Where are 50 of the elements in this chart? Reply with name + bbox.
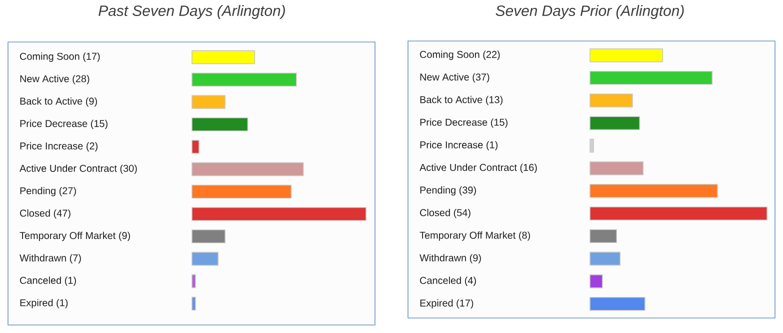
chart-title: Past Seven Days (Arlington) (98, 5, 285, 19)
y-tick-label: Back to Active (9) (20, 97, 97, 107)
bar (590, 184, 718, 198)
bar (192, 50, 256, 64)
bar (590, 274, 603, 288)
bar (590, 94, 633, 108)
bar (192, 252, 218, 266)
y-tick-label: Active Under Contract (30) (20, 164, 137, 174)
bar (192, 118, 248, 132)
y-tick-label: Price Increase (1) (420, 141, 498, 150)
bar (590, 48, 663, 62)
y-tick-label: Closed (47) (20, 209, 70, 219)
y-tick-label: Pending (27) (20, 186, 76, 196)
bar (192, 230, 226, 244)
y-tick-label: Back to Active (13) (420, 96, 503, 106)
bar (192, 274, 196, 288)
bar (590, 252, 620, 266)
y-tick-label: Coming Soon (17) (20, 52, 100, 62)
bar (590, 138, 594, 153)
bar (192, 72, 297, 87)
y-tick-label: Temporary Off Market (8) (420, 231, 530, 241)
y-tick-label: Expired (1) (20, 298, 68, 308)
bar (192, 95, 226, 109)
bar (192, 140, 200, 154)
y-tick-label: Temporary Off Market (9) (20, 232, 130, 242)
y-tick-label: Price Decrease (15) (20, 120, 108, 130)
bar (192, 162, 304, 176)
y-tick-label: Closed (54) (420, 208, 470, 218)
y-tick-label: Withdrawn (9) (420, 254, 481, 264)
bar (590, 71, 713, 85)
y-tick-label: Canceled (1) (20, 276, 76, 286)
bar (590, 229, 617, 244)
chart-title: Seven Days Prior (Arlington) (496, 5, 684, 19)
y-tick-label: Active Under Contract (16) (420, 164, 537, 173)
bar (192, 184, 292, 199)
bar (590, 116, 640, 130)
bar (192, 207, 366, 221)
y-tick-label: New Active (37) (420, 73, 490, 83)
y-tick-label: Pending (39) (420, 186, 476, 196)
bar (590, 206, 768, 220)
y-tick-label: Canceled (4) (420, 276, 476, 286)
y-tick-label: Expired (17) (420, 299, 474, 309)
y-tick-label: Coming Soon (22) (420, 50, 500, 60)
y-tick-label: Price Increase (2) (20, 142, 98, 152)
bar (192, 296, 196, 311)
bar (590, 161, 644, 176)
y-tick-label: Price Decrease (15) (420, 118, 508, 128)
y-tick-label: Withdrawn (7) (20, 254, 81, 264)
bar (590, 297, 646, 311)
y-tick-label: New Active (28) (20, 74, 90, 84)
